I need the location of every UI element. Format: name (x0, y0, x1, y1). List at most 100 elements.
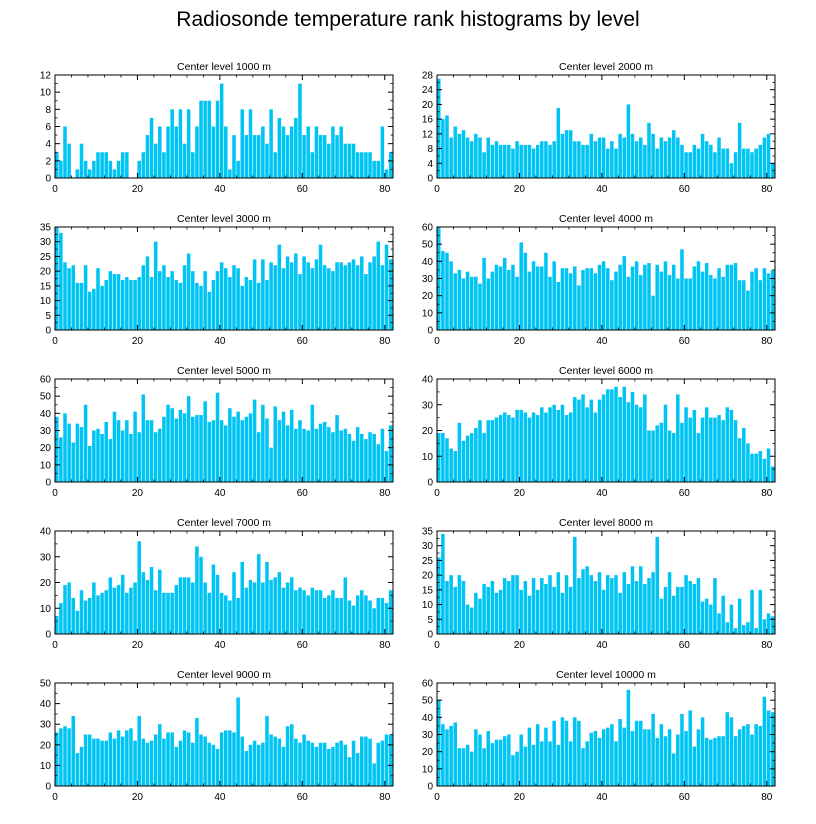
histogram-bar (153, 734, 158, 786)
histogram-bar (469, 607, 474, 634)
x-tick-label: 20 (132, 640, 144, 651)
histogram-bar (643, 583, 647, 634)
y-tick-label: 12 (422, 129, 434, 140)
histogram-bar (335, 135, 339, 178)
histogram-bar (174, 585, 179, 634)
x-tick-label: 20 (514, 184, 526, 195)
histogram-bar (556, 108, 561, 178)
y-tick-label: 8 (427, 144, 433, 155)
histogram-bar (638, 275, 643, 330)
histogram-bar (137, 432, 141, 482)
histogram-bar (368, 152, 372, 178)
histogram-bar (527, 417, 532, 483)
histogram-bar (289, 262, 294, 330)
histogram-bar (441, 433, 445, 482)
histogram-bar (692, 144, 697, 178)
panel-title: Center level 7000 m (177, 517, 271, 529)
histogram-bar (490, 271, 495, 330)
panel-title: Center level 10000 m (556, 669, 656, 681)
histogram-bar (593, 412, 598, 482)
panel-title: Center level 3000 m (177, 213, 271, 225)
histogram-bar (502, 257, 507, 330)
histogram-bar (535, 415, 540, 482)
histogram-bar (71, 442, 76, 482)
histogram-bar (667, 729, 672, 786)
histogram-bar (380, 126, 385, 178)
histogram-bar (302, 135, 306, 178)
histogram-bar (630, 266, 635, 330)
histogram-bar (597, 264, 602, 330)
histogram-bar (469, 141, 474, 178)
histogram-bar (170, 592, 174, 634)
histogram-bar (75, 610, 80, 634)
histogram-bar (494, 417, 499, 483)
histogram-bar (680, 422, 684, 482)
histogram-bar (573, 141, 577, 178)
histogram-bar (314, 428, 319, 482)
histogram-bar (327, 748, 331, 786)
histogram-bar (141, 152, 146, 178)
histogram-bar (149, 277, 154, 330)
histogram-bar (676, 734, 680, 786)
histogram-bar (162, 592, 166, 634)
histogram-bar (606, 148, 610, 178)
histogram-bar (83, 600, 88, 634)
histogram-bar (680, 586, 684, 634)
histogram-bar (327, 427, 331, 482)
histogram-bar (162, 738, 166, 786)
histogram-bar (170, 109, 174, 178)
panel-title: Center level 1000 m (177, 61, 271, 73)
histogram-bar (141, 394, 146, 482)
histogram-bar (663, 586, 668, 634)
histogram-bar (67, 423, 71, 482)
histogram-bar (770, 616, 775, 634)
histogram-bar (219, 592, 224, 634)
histogram-bar (355, 265, 360, 330)
histogram-bar (137, 160, 141, 178)
histogram-bar (568, 273, 573, 330)
y-tick-label: 0 (45, 174, 51, 185)
histogram-bar (585, 144, 589, 178)
histogram-bar (758, 144, 763, 178)
histogram-bar (182, 143, 187, 178)
histogram-bar (322, 742, 327, 786)
histogram-bar (461, 581, 466, 634)
histogram-bar (750, 152, 754, 178)
histogram-bar (704, 407, 709, 482)
histogram-bar (355, 427, 360, 482)
histogram-bar (610, 280, 614, 330)
histogram-bar (568, 741, 573, 786)
histogram-bar (692, 409, 697, 482)
x-tick-label: 40 (214, 184, 226, 195)
histogram-bar (306, 740, 310, 786)
histogram-bar (252, 259, 257, 330)
histogram-bar (224, 126, 228, 178)
histogram-bar (145, 420, 150, 482)
histogram-bar (314, 590, 319, 634)
histogram-bar (339, 430, 343, 482)
histogram-bar (186, 253, 191, 330)
histogram-bar (372, 608, 376, 634)
histogram-bar (540, 407, 544, 482)
histogram-bar (465, 271, 470, 330)
histogram-bar (754, 268, 758, 330)
histogram-bar (294, 253, 298, 330)
histogram-bar (178, 282, 183, 330)
histogram-bar (490, 420, 495, 482)
histogram-bar (655, 148, 659, 178)
x-tick-label: 80 (379, 184, 391, 195)
histogram-bar (622, 727, 627, 786)
histogram-bar (79, 590, 84, 634)
histogram-bar (207, 100, 212, 178)
histogram-bar (108, 271, 113, 330)
histogram-bar (638, 720, 643, 786)
histogram-bar (75, 169, 80, 178)
y-tick-label: 16 (422, 115, 434, 126)
histogram-bar (482, 583, 486, 634)
histogram-bar (630, 566, 635, 634)
histogram-bar (486, 586, 490, 634)
histogram-bar (622, 256, 627, 330)
histogram-bar (331, 746, 335, 786)
histogram-bar (153, 432, 158, 482)
histogram-bar (273, 406, 277, 482)
